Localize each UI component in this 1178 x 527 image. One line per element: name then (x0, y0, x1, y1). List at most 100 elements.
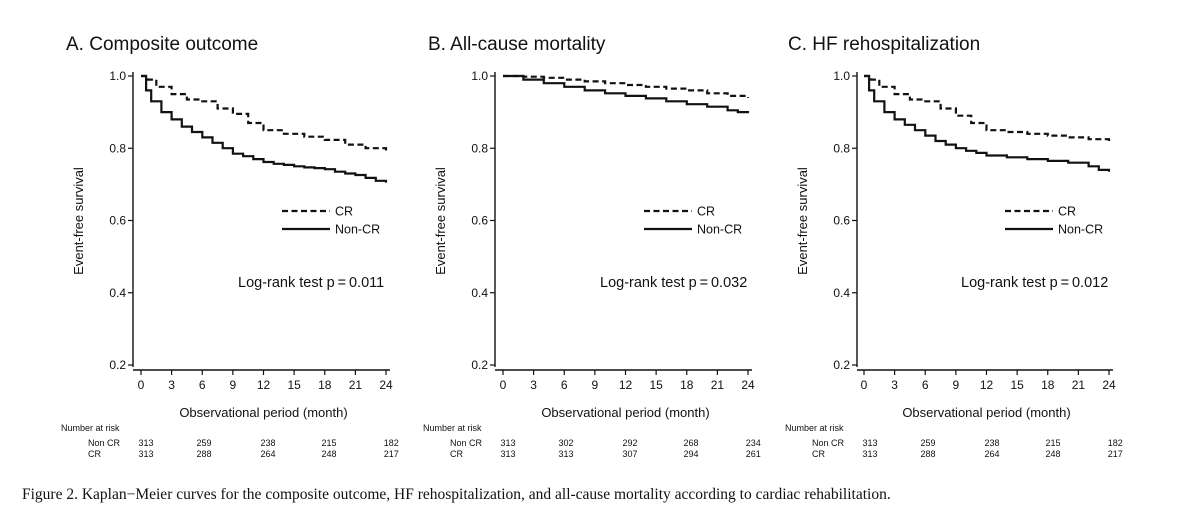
risk-value: 215 (321, 438, 336, 448)
x-tick-label: 12 (257, 378, 271, 392)
x-tick-label: 3 (168, 378, 175, 392)
x-tick-label: 21 (349, 378, 363, 392)
risk-value: 248 (321, 449, 336, 459)
panel-1: A. Composite outcome 0.2 0.4 0.6 0.8 1.0 0 3 6 9 1… (61, 34, 399, 459)
risk-value: 302 (559, 438, 574, 448)
risk-row-label: CR (88, 449, 101, 459)
risk-value: 264 (984, 449, 999, 459)
series-line-non-cr (141, 74, 388, 183)
risk-value: 292 (622, 438, 637, 448)
risk-value: 182 (384, 438, 399, 448)
x-tick-label: 9 (230, 378, 237, 392)
risk-value: 313 (559, 449, 574, 459)
risk-value: 182 (1108, 438, 1123, 448)
x-tick-label: 3 (530, 378, 537, 392)
series-line-cr (864, 74, 1111, 141)
risk-value: 313 (862, 438, 877, 448)
y-tick-label: 0.4 (109, 286, 126, 300)
x-tick-label: 21 (1072, 378, 1086, 392)
legend-label: CR (335, 205, 353, 219)
x-tick-label: 18 (318, 378, 332, 392)
y-tick-label: 1.0 (833, 69, 850, 83)
risk-row-label: CR (450, 449, 463, 459)
y-tick-label: 0.2 (833, 358, 850, 372)
risk-value: 234 (746, 438, 761, 448)
legend-label: CR (1058, 205, 1076, 219)
legend-label: Non-CR (1058, 223, 1103, 237)
panel-title: B. All-cause mortality (428, 34, 606, 55)
risk-row-label: CR (812, 449, 825, 459)
y-tick-label: 0.6 (471, 214, 488, 228)
y-tick-label: 0.4 (471, 286, 488, 300)
x-axis-label: Observational period (month) (902, 405, 1070, 420)
figure-caption: Figure 2. Kaplan−Meier curves for the co… (22, 486, 891, 503)
risk-value: 248 (1045, 449, 1060, 459)
legend-label: Non-CR (697, 223, 742, 237)
x-tick-label: 24 (741, 378, 755, 392)
y-tick-label: 0.8 (833, 141, 850, 155)
y-tick-label: 0.8 (471, 141, 488, 155)
x-tick-label: 0 (500, 378, 507, 392)
risk-value: 238 (260, 438, 275, 448)
x-tick-label: 12 (619, 378, 633, 392)
y-axis-label: Event-free survival (433, 167, 448, 275)
panel-3: C. HF rehospitalization 0.2 0.4 0.6 0.8 1.0 0 3… (785, 34, 1123, 459)
series-line-cr (503, 74, 750, 98)
risk-row-label: Non CR (812, 438, 845, 448)
y-tick-label: 0.4 (833, 286, 850, 300)
x-tick-label: 15 (649, 378, 663, 392)
risk-value: 264 (260, 449, 275, 459)
x-tick-label: 15 (1010, 378, 1024, 392)
x-tick-label: 0 (138, 378, 145, 392)
risk-table-header: Number at risk (423, 423, 482, 433)
risk-value: 313 (138, 438, 153, 448)
y-tick-label: 0.2 (471, 358, 488, 372)
risk-value: 217 (384, 449, 399, 459)
x-tick-label: 9 (592, 378, 599, 392)
risk-value: 288 (197, 449, 212, 459)
risk-value: 313 (862, 449, 877, 459)
y-tick-label: 1.0 (109, 69, 126, 83)
risk-value: 259 (921, 438, 936, 448)
panel-2: B. All-cause mortality 0.2 0.4 0.6 0.8 1.0 0 3 6… (423, 34, 761, 459)
risk-value: 238 (984, 438, 999, 448)
risk-table-header: Number at risk (785, 423, 844, 433)
risk-value: 261 (746, 449, 761, 459)
risk-row-label: Non CR (88, 438, 121, 448)
risk-value: 313 (500, 438, 515, 448)
risk-value: 268 (683, 438, 698, 448)
x-tick-label: 6 (561, 378, 568, 392)
logrank-annotation: Log-rank test p = 0.012 (961, 275, 1108, 291)
x-tick-label: 9 (953, 378, 960, 392)
x-tick-label: 6 (199, 378, 206, 392)
x-tick-label: 21 (711, 378, 725, 392)
risk-value: 313 (500, 449, 515, 459)
x-axis-label: Observational period (month) (541, 405, 709, 420)
x-tick-label: 18 (1041, 378, 1055, 392)
risk-value: 294 (683, 449, 698, 459)
series-line-non-cr (864, 74, 1111, 172)
y-tick-label: 1.0 (471, 69, 488, 83)
risk-value: 313 (138, 449, 153, 459)
y-axis-label: Event-free survival (71, 167, 86, 275)
x-tick-label: 24 (379, 378, 393, 392)
risk-table-header: Number at risk (61, 423, 120, 433)
risk-value: 217 (1108, 449, 1123, 459)
risk-table: Number at risk Non CR 313 259 238 215 182 CR 313… (785, 423, 1123, 459)
y-tick-label: 0.6 (109, 214, 126, 228)
x-tick-label: 15 (287, 378, 301, 392)
x-tick-label: 12 (980, 378, 994, 392)
x-tick-label: 3 (891, 378, 898, 392)
risk-value: 215 (1045, 438, 1060, 448)
x-tick-label: 0 (861, 378, 868, 392)
logrank-annotation: Log-rank test p = 0.011 (238, 275, 384, 291)
series-line-non-cr (503, 74, 750, 114)
risk-value: 259 (197, 438, 212, 448)
legend-label: Non-CR (335, 223, 380, 237)
legend-label: CR (697, 205, 715, 219)
y-tick-label: 0.2 (109, 358, 126, 372)
y-tick-label: 0.8 (109, 141, 126, 155)
y-tick-label: 0.6 (833, 214, 850, 228)
